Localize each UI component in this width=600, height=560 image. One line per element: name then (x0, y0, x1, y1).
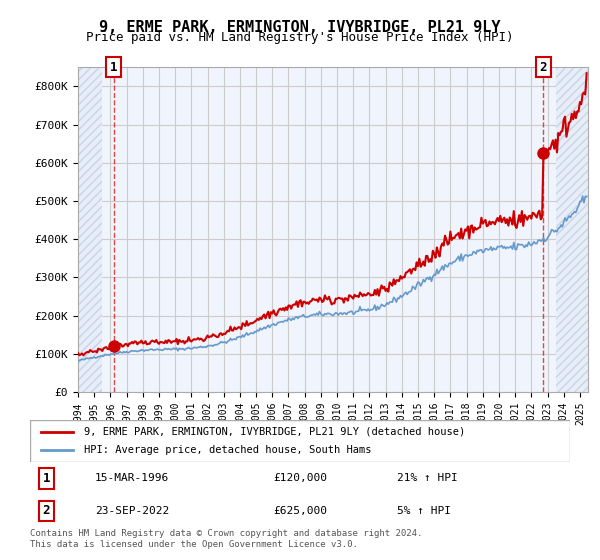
Text: 1: 1 (43, 472, 50, 485)
Text: 9, ERME PARK, ERMINGTON, IVYBRIDGE, PL21 9LY: 9, ERME PARK, ERMINGTON, IVYBRIDGE, PL21… (99, 20, 501, 35)
Text: 23-SEP-2022: 23-SEP-2022 (95, 506, 169, 516)
Text: 2: 2 (43, 505, 50, 517)
Text: 1: 1 (110, 60, 118, 74)
Text: £625,000: £625,000 (273, 506, 327, 516)
Text: £120,000: £120,000 (273, 473, 327, 483)
Bar (102, 67, 556, 392)
Text: 9, ERME PARK, ERMINGTON, IVYBRIDGE, PL21 9LY (detached house): 9, ERME PARK, ERMINGTON, IVYBRIDGE, PL21… (84, 427, 465, 437)
Text: 21% ↑ HPI: 21% ↑ HPI (397, 473, 458, 483)
Text: 2: 2 (539, 60, 547, 74)
FancyBboxPatch shape (30, 420, 570, 462)
Text: HPI: Average price, detached house, South Hams: HPI: Average price, detached house, Sout… (84, 445, 371, 455)
Text: 5% ↑ HPI: 5% ↑ HPI (397, 506, 451, 516)
Text: Price paid vs. HM Land Registry's House Price Index (HPI): Price paid vs. HM Land Registry's House … (86, 31, 514, 44)
Text: 15-MAR-1996: 15-MAR-1996 (95, 473, 169, 483)
Bar (78, 67, 102, 392)
Text: Contains HM Land Registry data © Crown copyright and database right 2024.
This d: Contains HM Land Registry data © Crown c… (30, 529, 422, 549)
Bar (556, 67, 588, 392)
